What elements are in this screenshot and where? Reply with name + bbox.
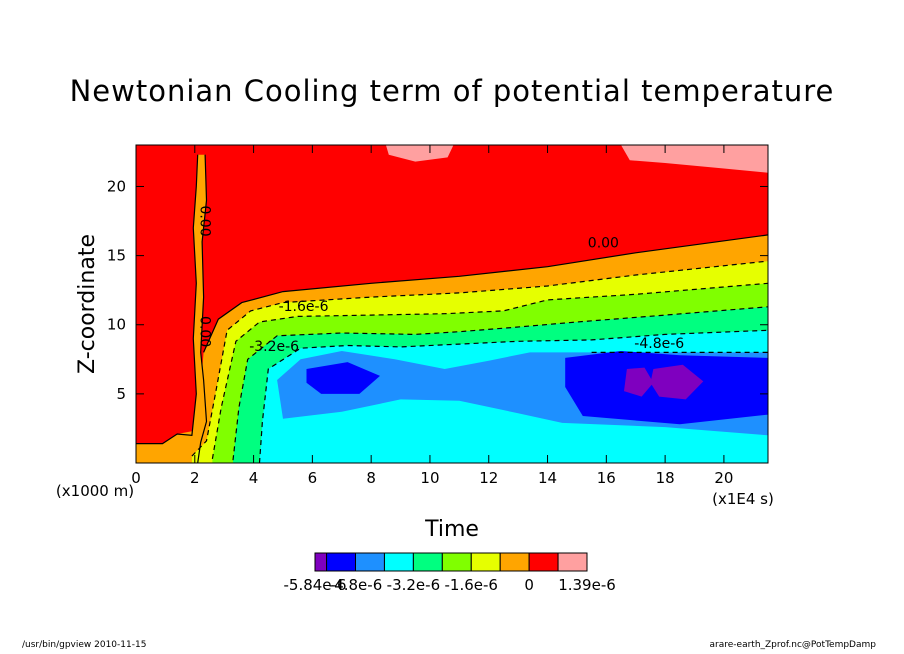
x-axis: 0 2 4 6 8 10 12 14 16 18 20: [131, 145, 733, 487]
colorbar-label: -4.8e-6: [329, 576, 382, 594]
contour-minus-1-6: [211, 282, 769, 460]
plot-frame: [135, 144, 769, 464]
contour-minus-3-2: [258, 329, 769, 464]
contour-label: 0.00: [197, 205, 213, 236]
x-axis-unit: (x1E4 s): [712, 490, 774, 508]
colorbar-swatch: [557, 552, 588, 572]
x-tick-label: 2: [190, 469, 200, 487]
contour-label: -3.2e-6: [249, 339, 299, 355]
colorbar-swatch: [412, 552, 443, 572]
contour-lines: [136, 154, 769, 464]
colorbar-swatch: [314, 552, 328, 572]
colorbar-label: -1.6e-6: [445, 576, 498, 594]
colorbar-swatch: [441, 552, 472, 572]
x-tick-label: 8: [366, 469, 376, 487]
colorbar-swatch: [528, 552, 559, 572]
colorbar-swatch: [383, 552, 414, 572]
contour-label: -1.6e-6: [279, 299, 329, 315]
y-axis-unit: (x1000 m): [56, 482, 134, 500]
x-tick-label: 16: [597, 469, 616, 487]
x-tick-label: 14: [538, 469, 557, 487]
y-axis: 5 10 15 20: [107, 177, 768, 403]
colorbar-label: -5.84e-6: [284, 576, 347, 594]
band-purple-1: [624, 367, 654, 397]
colorbar-label: 0: [524, 576, 534, 594]
contour-zero-left: [136, 154, 199, 445]
footer-program: /usr/bin/gpview 2010-11-15: [22, 640, 147, 650]
band-purple-2: [650, 364, 704, 400]
x-tick-label: 20: [714, 469, 733, 487]
x-tick-label: 0: [131, 469, 141, 487]
y-tick-label: 5: [116, 385, 126, 403]
colorbar-swatch: [470, 552, 501, 572]
y-axis-label: Z-coordinate: [75, 234, 100, 374]
x-tick-label: 6: [308, 469, 318, 487]
colorbar-swatch: [326, 552, 357, 572]
colorbar-swatch: [499, 552, 530, 572]
contour-label: 0.00: [197, 316, 213, 347]
band-blue-core-1: [306, 362, 380, 394]
x-axis-label: Time: [424, 517, 479, 542]
x-tick-label: 4: [249, 469, 259, 487]
contour-minus-2-4: [232, 306, 769, 461]
band-pink: [621, 145, 768, 173]
colorbar-legend: -5.84e-6-4.8e-6 -3.2e-6 -1.6e-6 0 1.39e-6: [284, 552, 616, 594]
colorbar-label: -3.2e-6: [387, 576, 440, 594]
colorbar-label: 1.39e-6: [558, 576, 616, 594]
y-tick-label: 15: [107, 247, 126, 265]
x-tick-label: 10: [420, 469, 439, 487]
band-pink-small: [385, 145, 454, 162]
y-tick-label: 20: [107, 177, 126, 195]
x-tick-label: 18: [656, 469, 675, 487]
y-tick-label: 10: [107, 316, 126, 334]
contour-label: -4.8e-6: [634, 336, 684, 352]
footer-source: arare-earth_Zprof.nc@PotTempDamp: [709, 640, 876, 650]
contour-labels: 0.00 -1.6e-6 -3.2e-6 -4.8e-6 0.00 0.00: [197, 205, 685, 355]
contour-zero-column: [197, 154, 208, 464]
contour-label: 0.00: [588, 235, 619, 251]
x-tick-label: 12: [479, 469, 498, 487]
contour-zero-main: [203, 234, 769, 353]
colorbar-swatch: [355, 552, 385, 572]
contour-fields: [136, 145, 768, 463]
chart-title: Newtonian Cooling term of potential temp…: [69, 74, 835, 108]
